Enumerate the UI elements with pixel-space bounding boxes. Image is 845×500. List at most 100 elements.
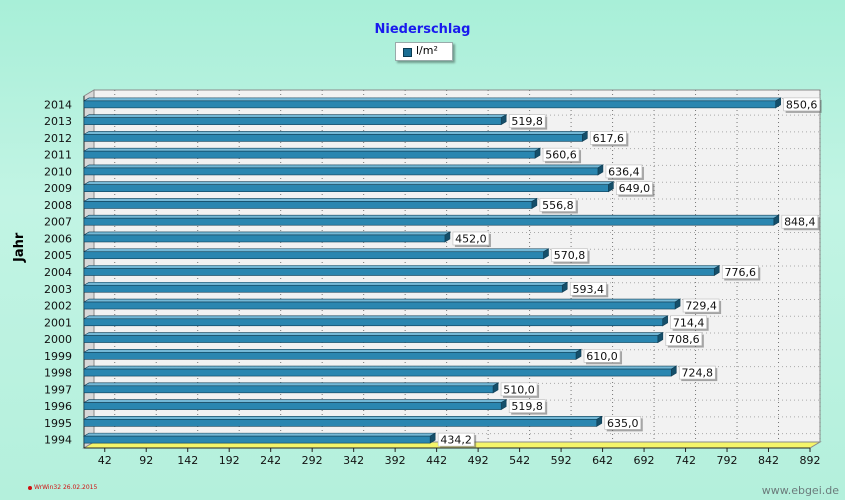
- bar-top: [82, 265, 721, 269]
- data-label-box: [670, 315, 707, 330]
- chart-title: Niederschlag: [374, 22, 471, 37]
- bar: [83, 352, 577, 360]
- y-tick-label: 2013: [44, 115, 72, 128]
- data-label-box: [551, 248, 588, 263]
- data-label: 617,6: [593, 132, 625, 145]
- y-tick-label: 2005: [44, 249, 72, 262]
- data-label-box: [508, 114, 546, 128]
- footer-url: www.ebgei.de: [761, 484, 839, 497]
- y-tick-label: 2010: [44, 165, 72, 178]
- data-label: 556,8: [542, 199, 574, 212]
- chart-legend: l/m²: [395, 42, 453, 61]
- data-label-box: [781, 214, 819, 229]
- data-label-box: [500, 382, 538, 397]
- data-label-box: [590, 131, 627, 145]
- y-tick-label: 2006: [44, 232, 72, 245]
- x-tick-label: 792: [717, 454, 738, 467]
- y-tick-label: 2003: [44, 283, 72, 296]
- bar-top: [82, 281, 569, 286]
- x-tick-label: 842: [758, 454, 779, 467]
- y-tick-label: 2001: [44, 316, 72, 329]
- bar-top: [82, 114, 508, 118]
- x-tick-label: 642: [592, 454, 613, 467]
- bar-top: [82, 298, 682, 303]
- x-tick-label: 42: [98, 454, 112, 467]
- data-label: 519,8: [511, 115, 543, 128]
- y-tick-label: 1995: [44, 417, 72, 430]
- data-label: 850,6: [786, 98, 818, 111]
- bar-top: [82, 147, 542, 152]
- data-label: 610,0: [586, 350, 618, 363]
- bar: [83, 134, 583, 142]
- x-tick-label: 542: [509, 454, 530, 467]
- data-label-box: [665, 332, 703, 346]
- bar: [83, 419, 598, 427]
- data-label-box: [783, 97, 820, 112]
- x-tick-label: 92: [139, 454, 153, 467]
- data-label: 714,4: [673, 316, 705, 329]
- y-tick-label: 2007: [44, 216, 72, 229]
- x-tick-label: 692: [634, 454, 655, 467]
- x-tick-label: 742: [675, 454, 696, 467]
- bar: [83, 184, 609, 192]
- bar-top: [82, 315, 669, 320]
- data-label-box: [605, 164, 643, 179]
- data-label-box: [508, 399, 546, 413]
- data-label: 452,0: [455, 232, 487, 245]
- y-tick-label: 1999: [44, 350, 72, 363]
- bar-top: [82, 164, 605, 169]
- bar-top: [82, 382, 500, 387]
- x-tick-label: 442: [426, 454, 447, 467]
- footer-credit: WrWin32 26.02.2015: [28, 484, 97, 491]
- bar-top: [82, 97, 782, 102]
- y-tick-label: 2002: [44, 300, 72, 313]
- bar-top: [82, 214, 780, 219]
- bar-top: [82, 365, 678, 370]
- bar: [83, 117, 502, 125]
- data-label-box: [604, 416, 642, 430]
- bar: [83, 167, 599, 176]
- data-label-box: [542, 147, 580, 162]
- x-tick-label: 892: [800, 454, 821, 467]
- bar-top: [82, 248, 550, 253]
- bar: [83, 234, 446, 243]
- x-tick-label: 192: [219, 454, 240, 467]
- data-label-box: [721, 265, 759, 279]
- bar-top: [82, 131, 589, 135]
- footer-credit-text: WrWin32 26.02.2015: [34, 484, 98, 491]
- data-label-box: [452, 231, 490, 246]
- data-label-box: [678, 365, 716, 380]
- bar-top: [82, 416, 603, 420]
- y-tick-label: 2008: [44, 199, 72, 212]
- bar-top: [82, 332, 664, 336]
- bar: [83, 217, 775, 226]
- x-tick-label: 142: [177, 454, 198, 467]
- bar: [83, 385, 494, 394]
- data-label-box: [437, 432, 475, 447]
- data-label: 724,8: [682, 367, 714, 380]
- y-tick-label: 2009: [44, 182, 72, 195]
- y-axis-label: Jahr: [12, 232, 27, 262]
- data-label: 510,0: [503, 383, 535, 396]
- y-tick-label: 1997: [44, 383, 72, 396]
- data-label-box: [569, 281, 607, 296]
- data-label: 570,8: [554, 249, 586, 262]
- data-label: 593,4: [572, 283, 604, 296]
- data-label: 776,6: [725, 266, 757, 279]
- bar: [83, 251, 544, 260]
- data-label: 848,4: [784, 216, 816, 229]
- bar: [83, 284, 563, 293]
- bar: [83, 268, 715, 276]
- data-label: 635,0: [607, 417, 639, 430]
- data-label-box: [583, 349, 621, 363]
- data-label: 560,6: [545, 149, 577, 162]
- bar: [83, 100, 776, 109]
- y-tick-label: 2011: [44, 149, 72, 162]
- data-label: 708,6: [668, 333, 700, 346]
- bar-top: [82, 399, 508, 403]
- legend-label: l/m²: [416, 44, 438, 57]
- data-label: 519,8: [511, 400, 543, 413]
- y-tick-label: 2000: [44, 333, 72, 346]
